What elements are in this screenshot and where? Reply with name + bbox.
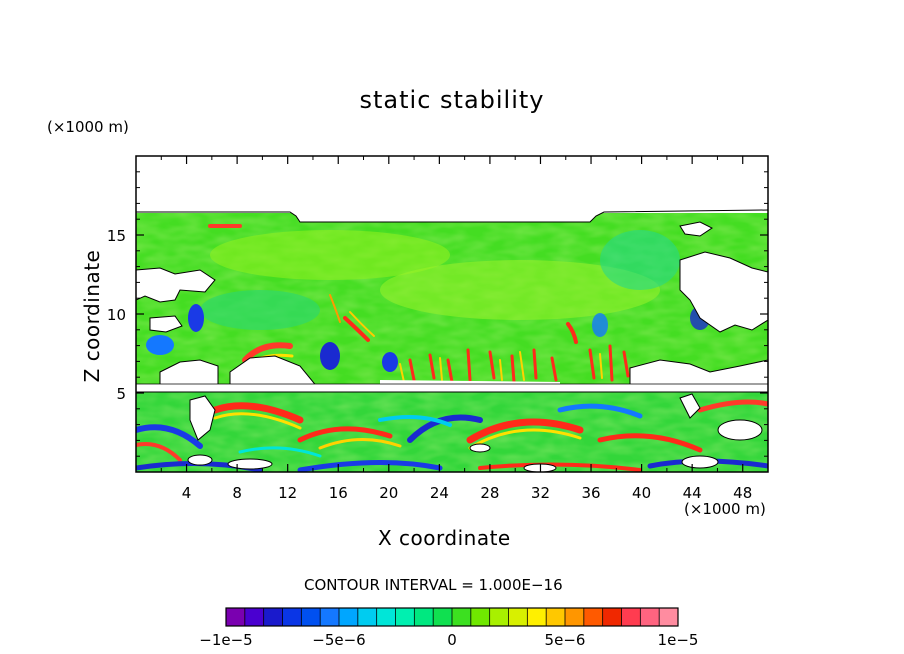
y-tick-label: 15 <box>107 227 126 245</box>
x-tick-label: 8 <box>232 484 242 502</box>
colorbar-frame <box>225 607 679 627</box>
x-tick-label: 32 <box>531 484 550 502</box>
colorbar-swatch <box>414 608 434 626</box>
x-tick-label: 4 <box>182 484 192 502</box>
colorbar-swatch <box>508 608 528 626</box>
colorbar-tick-label: −1e−5 <box>199 631 252 649</box>
x-tick-label: 40 <box>632 484 651 502</box>
colorbar <box>225 607 679 627</box>
colorbar-swatch <box>301 608 321 626</box>
colorbar-swatch <box>452 608 472 626</box>
x-axis-unit: (×1000 m) <box>684 500 766 518</box>
colorbar-tick-labels: −1e−5 −5e−6 0 5e−6 1e−5 <box>199 631 698 649</box>
colorbar-swatch <box>244 608 265 626</box>
x-tick-label: 44 <box>683 484 702 502</box>
x-axis-label: X coordinate <box>378 526 511 550</box>
blank-layer <box>136 384 768 392</box>
y-tick-label: 10 <box>107 306 126 324</box>
colorbar-swatch <box>376 608 396 626</box>
colorbar-swatch <box>546 608 566 626</box>
colorbar-swatch <box>263 608 283 626</box>
top-blank <box>136 156 768 222</box>
colorbar-tick-label: 5e−6 <box>545 631 586 649</box>
colorbar-swatch <box>395 608 415 626</box>
colorbar-swatch <box>470 608 491 626</box>
colorbar-tick-label: 0 <box>447 631 457 649</box>
colorbar-swatch <box>602 608 622 626</box>
field-blob <box>200 290 320 330</box>
colorbar-swatch <box>433 608 453 626</box>
colorbar-swatch <box>320 608 340 626</box>
x-tick-label: 48 <box>733 484 752 502</box>
colorbar-swatch <box>339 608 359 626</box>
blank-regions <box>136 221 768 393</box>
colorbar-swatch <box>489 608 509 626</box>
stability-field <box>136 156 768 472</box>
colorbar-swatch <box>226 608 246 626</box>
colorbar-swatch <box>640 608 660 626</box>
field-blob <box>380 260 660 320</box>
contour-interval-label: CONTOUR INTERVAL = 1.000E−16 <box>304 576 563 594</box>
colorbar-swatch <box>583 608 604 626</box>
colorbar-swatch <box>282 608 302 626</box>
chart-title: static stability <box>359 86 545 114</box>
colorbar-tick-label: −5e−6 <box>312 631 365 649</box>
warm-streaks <box>208 224 630 384</box>
axis-ticks <box>136 156 768 472</box>
y-axis-label: Z coordinate <box>80 249 104 383</box>
x-tick-label: 20 <box>379 484 398 502</box>
colorbar-swatch <box>659 608 679 626</box>
field-blob <box>600 230 680 290</box>
lower-blank-patches <box>187 393 763 472</box>
colorbar-swatch <box>527 608 547 626</box>
colorbar-swatch <box>357 608 378 626</box>
x-tick-label: 28 <box>480 484 499 502</box>
x-tick-label: 24 <box>430 484 449 502</box>
field-blob <box>210 230 450 280</box>
x-tick-label: 36 <box>581 484 600 502</box>
colorbar-swatch <box>565 608 585 626</box>
colorbar-swatch <box>621 608 641 626</box>
colorbar-tick-label: 1e−5 <box>658 631 699 649</box>
y-tick-label: 5 <box>116 385 126 403</box>
x-tick-label: 16 <box>329 484 348 502</box>
x-tick-label: 12 <box>278 484 297 502</box>
y-axis-unit: (×1000 m) <box>47 118 129 136</box>
